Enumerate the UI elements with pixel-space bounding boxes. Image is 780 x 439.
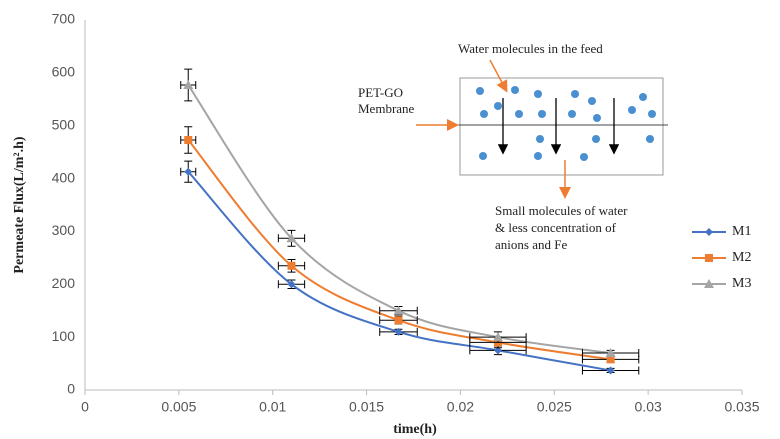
- marker: [605, 348, 616, 357]
- y-axis-label: Permeate Flux(L/m².h): [12, 136, 27, 273]
- y-tick-label: 400: [52, 169, 76, 185]
- legend-label: M1: [732, 224, 751, 239]
- x-tick-label: 0.025: [537, 399, 572, 415]
- marker: [184, 135, 193, 144]
- pointer-arrows: [416, 59, 571, 199]
- marker: [704, 279, 714, 288]
- legend-label: M3: [732, 276, 751, 291]
- y-tick-label: 500: [52, 116, 76, 132]
- marker: [394, 327, 403, 336]
- marker: [606, 366, 615, 375]
- annotation: anions and Fe: [495, 237, 567, 252]
- x-tick-label: 0.03: [635, 399, 662, 415]
- membrane-box: [459, 77, 664, 176]
- annotation: Small molecules of water: [495, 203, 628, 218]
- marker: [287, 280, 296, 289]
- x-tick-label: 0.02: [447, 399, 474, 415]
- legend-label: M2: [732, 250, 751, 265]
- annotation: & less concentration of: [495, 220, 617, 235]
- inset-diagram: Water molecules in the feed PET-GO Membr…: [358, 41, 668, 252]
- marker: [493, 346, 502, 355]
- marker: [492, 332, 503, 342]
- y-tick-label: 200: [52, 275, 76, 291]
- marker: [287, 261, 296, 270]
- annotation: PET-GO: [358, 85, 403, 100]
- x-tick-label: 0: [81, 399, 89, 415]
- x-axis-label: time(h): [393, 422, 437, 437]
- marker: [705, 254, 713, 262]
- y-tick-label: 600: [52, 64, 76, 80]
- water-dots: [476, 86, 656, 161]
- marker: [184, 167, 193, 176]
- y-tick-label: 700: [52, 11, 76, 27]
- y-tick-label: 300: [52, 222, 76, 238]
- marker: [183, 80, 194, 90]
- x-tick-label: 0.035: [724, 399, 759, 415]
- series-line: [187, 139, 611, 361]
- marker: [286, 233, 297, 243]
- x-tick-label: 0.005: [161, 399, 196, 415]
- annotation: Membrane: [358, 101, 415, 116]
- y-tick-label: 100: [52, 328, 76, 344]
- marker: [394, 316, 403, 325]
- y-tick-label: 0: [67, 381, 75, 397]
- series-line: [187, 171, 611, 372]
- x-tick-label: 0.015: [349, 399, 384, 415]
- flow-arrows: [497, 98, 620, 155]
- series-line: [187, 84, 611, 354]
- marker: [393, 305, 404, 315]
- marker: [705, 228, 713, 236]
- annotation: Water molecules in the feed: [458, 41, 603, 56]
- x-tick-label: 0.01: [259, 399, 286, 415]
- marker: [606, 355, 615, 364]
